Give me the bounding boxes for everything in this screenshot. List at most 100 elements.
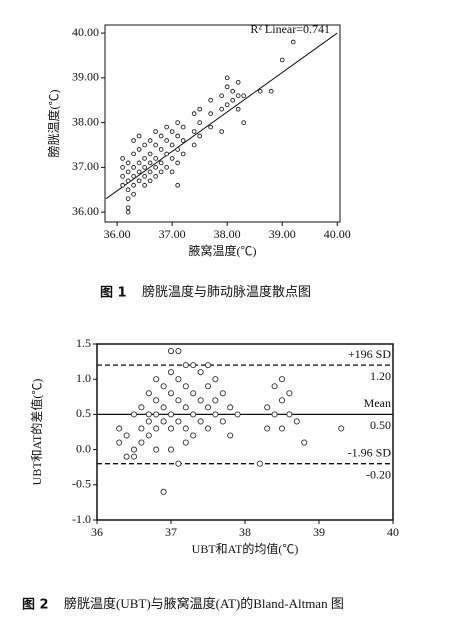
figure-label: 图 2 [22, 598, 49, 613]
point [175, 397, 182, 404]
y-axis-label: 膀胱温度(℃) [46, 90, 61, 158]
reference-label: 0.50 [370, 418, 391, 432]
point [235, 93, 241, 99]
point [278, 397, 286, 404]
point [125, 205, 131, 211]
point [182, 383, 189, 390]
point [197, 133, 203, 139]
point [190, 390, 197, 397]
point [153, 165, 158, 170]
point [142, 165, 147, 170]
point [197, 397, 204, 404]
reference-name: Mean [364, 396, 391, 410]
point [182, 439, 189, 446]
point [153, 425, 160, 432]
point [138, 404, 145, 411]
point [142, 156, 147, 161]
point [224, 84, 230, 90]
point [169, 129, 175, 134]
point [147, 151, 153, 157]
point [204, 425, 212, 432]
point [160, 488, 167, 495]
point [264, 425, 271, 432]
point [116, 439, 123, 446]
point [208, 124, 214, 130]
point [160, 418, 167, 425]
point [125, 196, 131, 202]
point [167, 369, 175, 376]
point [219, 390, 226, 397]
point [160, 383, 167, 390]
point [197, 106, 203, 112]
x-tick-label: 39 [313, 525, 325, 539]
point [167, 347, 175, 355]
point [219, 418, 226, 425]
point [142, 182, 147, 188]
point [224, 75, 230, 81]
point [212, 411, 219, 418]
point [130, 453, 138, 460]
point [257, 88, 263, 94]
point [219, 106, 225, 112]
point [153, 446, 160, 453]
point [147, 169, 153, 175]
figure-label: 图 1 [100, 286, 127, 301]
point [167, 411, 175, 418]
point [230, 97, 236, 103]
point [169, 169, 175, 175]
point [175, 376, 182, 383]
point [197, 369, 204, 376]
point [224, 102, 230, 108]
point [197, 120, 203, 125]
y-tick-label: -0.5 [72, 477, 91, 491]
point [227, 404, 234, 411]
point [175, 160, 180, 166]
x-tick-label: 37.00 [159, 227, 186, 241]
point [175, 133, 180, 139]
point [125, 209, 131, 215]
point [136, 147, 142, 152]
point [120, 156, 125, 161]
point [145, 390, 152, 397]
annotation: R² Linear=0.741 [250, 22, 330, 36]
reference-name: +196 SD [348, 347, 391, 361]
point [180, 124, 186, 130]
x-tick-label: 38.00 [214, 227, 241, 241]
point [164, 165, 169, 170]
y-tick-label: 37.00 [72, 159, 99, 173]
point [235, 79, 241, 85]
y-tick-label: 36.00 [72, 204, 99, 218]
plot-frame [104, 24, 341, 223]
point [234, 411, 241, 418]
point [167, 446, 175, 453]
point [125, 169, 131, 175]
y-tick-label: -1.0 [72, 512, 91, 526]
y-tick-label: 38.00 [72, 114, 99, 128]
x-axis-label: 腋窝温度(℃) [189, 243, 257, 258]
point [191, 111, 197, 116]
point [153, 142, 158, 148]
point [241, 120, 247, 125]
point [204, 404, 212, 411]
point [167, 425, 175, 432]
x-tick-label: 36.00 [104, 227, 131, 241]
point [138, 425, 145, 432]
point [136, 133, 142, 139]
reference-label: -0.20 [366, 467, 391, 481]
point [338, 425, 345, 432]
point [153, 173, 158, 179]
point [160, 404, 167, 411]
x-tick-label: 37 [165, 525, 177, 539]
point [158, 147, 164, 152]
point [180, 151, 186, 157]
point [175, 147, 180, 152]
point [278, 425, 286, 432]
reference-name: -1.96 SD [348, 445, 392, 459]
point [130, 411, 138, 418]
point [293, 418, 300, 425]
point [145, 411, 152, 418]
point [164, 151, 169, 157]
y-tick-label: 0.0 [76, 441, 91, 455]
point [190, 432, 197, 439]
point [175, 182, 180, 188]
